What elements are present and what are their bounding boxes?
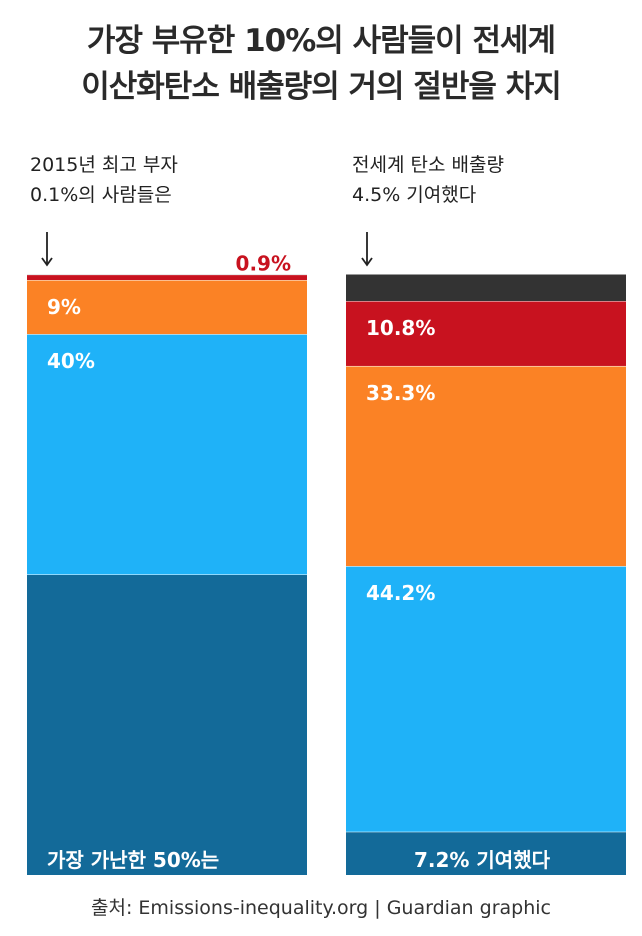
left-column-label-line-2: 0.1%의 사람들은 [30,184,172,206]
chart-title-line-1: 가장 부유한 10%의 사람들이 전세계 [86,23,556,59]
left-column-label-line-1: 2015년 최고 부자 [30,154,178,176]
data-label: 0.9% [236,252,291,276]
data-label: 33.3% [366,381,435,405]
bar-segment [27,280,307,335]
bar-segment [27,574,307,875]
bar-segment [346,831,626,875]
bar-segment [346,301,626,366]
data-label: 가장 가난한 50%는 [47,848,219,872]
chart-title-line-2: 이산화탄소 배출량의 거의 절반을 차지 [81,69,562,105]
bar-segment [346,365,626,567]
data-label: 9% [47,295,81,319]
right-column-label-line-1: 전세계 탄소 배출량 [352,154,504,176]
data-label: 7.2% 기여했다 [414,848,551,872]
down-arrow-icon [41,232,53,267]
bar-segment [346,566,626,832]
down-arrow-icon [361,232,373,267]
source-credit: 출처: Emissions-inequality.org | Guardian … [91,897,551,919]
bar-segment [27,334,307,575]
bar-segment [346,274,626,302]
data-label: 10.8% [366,316,435,340]
bar-segment [27,274,307,281]
data-label: 40% [47,349,95,373]
right-column-label-line-2: 4.5% 기여했다 [352,184,477,206]
data-label: 44.2% [366,581,435,605]
